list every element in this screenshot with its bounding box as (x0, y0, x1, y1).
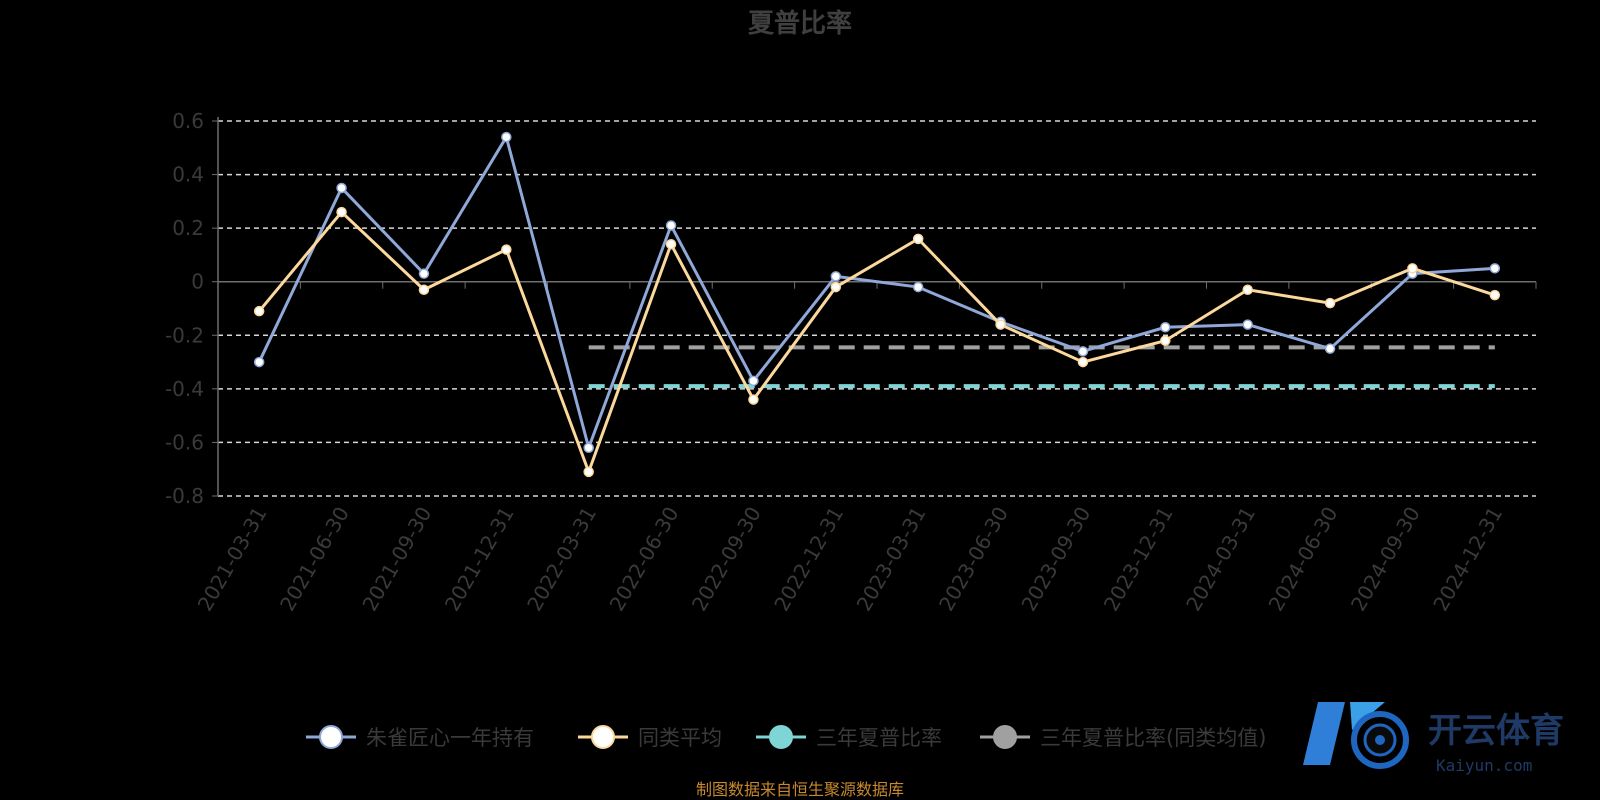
x-tick-label: 2024-06-30 (1263, 503, 1342, 616)
legend-item-0[interactable]: 朱雀匠心一年持有 (306, 725, 534, 750)
legend-label: 三年夏普比率 (816, 726, 942, 750)
watermark-domain: Kaiyun.com (1436, 756, 1532, 775)
watermark-brand: 开云体育 (1428, 711, 1564, 751)
x-tick-label: 2024-12-31 (1428, 503, 1507, 616)
x-tick-label: 2023-12-31 (1099, 503, 1178, 616)
series-0-point (1077, 346, 1089, 357)
x-tick-label: 2021-12-31 (440, 503, 519, 616)
series-lines (253, 131, 1501, 478)
x-tick-label: 2022-09-30 (687, 503, 766, 616)
series-1-point (665, 238, 677, 250)
series-1-point (1407, 263, 1418, 274)
series-0-point (665, 220, 677, 231)
x-tick-label: 2023-06-30 (934, 503, 1013, 616)
series-1-point (995, 319, 1006, 330)
series-0-point (253, 356, 265, 368)
legend-marker-icon (591, 725, 615, 749)
y-tick-label: 0.4 (172, 163, 204, 187)
kaiyun-logo-icon (1303, 702, 1409, 769)
grid-lines (218, 120, 1536, 497)
x-tick-label: 2021-03-31 (193, 503, 272, 616)
y-tick-label: 0.6 (172, 109, 204, 133)
series-1-point (501, 244, 512, 255)
series-0-point (418, 268, 430, 279)
series-1-point (336, 206, 347, 218)
x-tick-label: 2023-09-30 (1016, 503, 1095, 616)
series-1-point (583, 466, 594, 478)
series-1-point (418, 284, 430, 295)
y-tick-label: 0 (191, 270, 204, 294)
legend-item-3[interactable]: 三年夏普比率(同类均值) (980, 725, 1266, 750)
source-note: 制图数据来自恒生聚源数据库 (696, 780, 904, 799)
series-0-point (1489, 263, 1501, 274)
series-line-1 (258, 210, 1496, 474)
legend-item-2[interactable]: 三年夏普比率 (756, 725, 942, 750)
series-line-0 (257, 135, 1495, 450)
y-tick-label: -0.4 (165, 377, 204, 401)
x-tick-label: 2024-03-31 (1181, 503, 1260, 616)
series-0-point (583, 442, 594, 454)
x-tick-label: 2022-03-31 (522, 503, 601, 616)
chart-title: 夏普比率 (748, 8, 852, 39)
legend-label: 三年夏普比率(同类均值) (1040, 726, 1266, 750)
y-tick-label: -0.2 (165, 323, 204, 347)
series-0-point (501, 131, 512, 143)
x-tick-label: 2022-06-30 (604, 503, 683, 616)
series-1-point (912, 233, 924, 245)
legend-label: 同类平均 (638, 726, 722, 750)
y-tick-label: -0.6 (165, 430, 204, 454)
x-tick-label: 2021-09-30 (357, 503, 436, 616)
series-0-point (1324, 343, 1336, 354)
series-1-point (1077, 356, 1089, 368)
series-1-point (1242, 284, 1253, 295)
series-1-point (1160, 335, 1171, 346)
series-0-point (748, 375, 759, 387)
series-0-point (1160, 322, 1171, 333)
legend-marker-icon (993, 725, 1017, 749)
x-tick-label: 2023-03-31 (852, 503, 931, 616)
kaiyun-watermark: 开云体育 Kaiyun.com (1303, 702, 1564, 775)
legend-label: 朱雀匠心一年持有 (366, 726, 534, 750)
legend-marker-icon (319, 725, 343, 749)
y-tick-label: -0.8 (165, 484, 204, 508)
x-tick-label: 2024-09-30 (1346, 503, 1425, 616)
series-0-point (830, 271, 842, 282)
series-1-point (1489, 289, 1501, 301)
y-tick-label: 0.2 (172, 216, 204, 240)
series-0-point (912, 281, 924, 293)
series-1-point (1324, 297, 1336, 309)
x-tick-label: 2021-06-30 (275, 503, 354, 616)
legend-marker-icon (769, 725, 793, 749)
x-tick-label: 2022-12-31 (769, 503, 848, 616)
series-1-point (830, 281, 842, 293)
series-1-point (253, 305, 265, 317)
series-1-point (748, 394, 759, 405)
series-0-point (1242, 319, 1253, 330)
legend-item-1[interactable]: 同类平均 (578, 725, 722, 750)
legend[interactable]: 朱雀匠心一年持有 同类平均 三年夏普比率 三年夏普比率(同类均值) (306, 725, 1266, 750)
series-0-point (336, 182, 347, 194)
